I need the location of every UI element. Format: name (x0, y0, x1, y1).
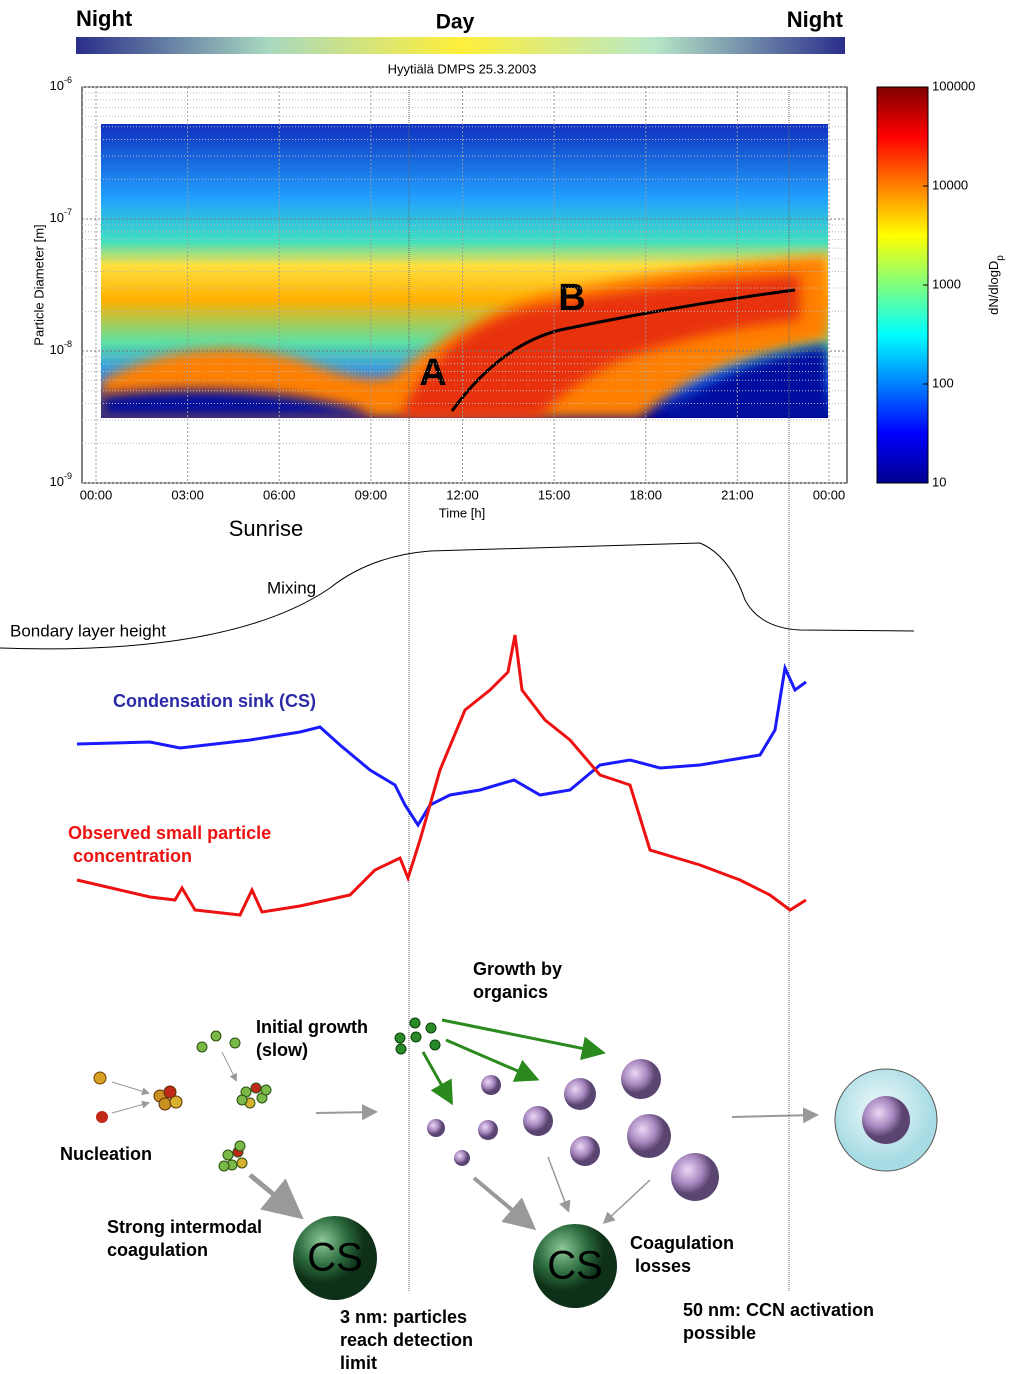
small-label: concentration (73, 846, 192, 866)
y-tick-base: 10 (50, 474, 64, 489)
annotation-b: B (558, 277, 585, 319)
mixing-label: Mixing (267, 578, 316, 597)
x-tick-label: 12:00 (446, 487, 479, 502)
y-tick-base: 10 (50, 342, 64, 357)
cs-label: Condensation sink (CS) (113, 691, 316, 711)
process-schematic: CS CS (93, 1017, 938, 1308)
x-axis-label: Time [h] (439, 505, 485, 520)
label: possible (683, 1323, 756, 1343)
process-labels: Growth by organics Initial growth (slow)… (60, 959, 874, 1373)
colorbar-label: dN/dlogDp (986, 255, 1005, 315)
night-label: Night (787, 7, 844, 32)
x-tick-label: 18:00 (629, 487, 662, 502)
y-tick-base: 10 (50, 210, 64, 225)
growth-curve (450, 288, 796, 412)
label: organics (473, 982, 548, 1002)
y-tick-exponent: -6 (64, 75, 72, 85)
colorbar-tick-label: 10 (932, 474, 946, 489)
label: (slow) (256, 1040, 308, 1060)
cs-curve (76, 662, 807, 828)
x-tick-label: 03:00 (171, 487, 204, 502)
label: Initial growth (256, 1017, 368, 1037)
small-particle-curve (76, 634, 807, 917)
colorbar-tick-label: 100000 (932, 78, 975, 93)
x-tick-label: 00:00 (813, 487, 846, 502)
heatmap (101, 124, 828, 418)
x-tick-label: 09:00 (355, 487, 388, 502)
y-axis-label: Particle Diameter [m] (31, 224, 46, 345)
label: coagulation (107, 1240, 208, 1260)
colorbar-label-sub: p (995, 255, 1006, 261)
y-tick-label: 10-9 (50, 471, 72, 489)
night-label: Night (76, 6, 133, 31)
spectrogram: Hyytiälä DMPS 25.3.2003 A B Time [h] Par… (31, 61, 1005, 520)
label: 50 nm: CCN activation (683, 1300, 874, 1320)
x-tick-label: 21:00 (721, 487, 754, 502)
label: reach detection (340, 1330, 473, 1350)
y-tick-exponent: -8 (64, 339, 72, 349)
x-tick-label: 15:00 (538, 487, 571, 502)
cs-sink: CS (547, 1244, 603, 1288)
label: Nucleation (60, 1144, 152, 1164)
y-tick-exponent: -9 (64, 471, 72, 481)
label: 3 nm: particles (340, 1307, 467, 1327)
colorbar-tick-label: 100 (932, 375, 954, 390)
day-label: Day (436, 11, 475, 34)
y-tick-base: 10 (50, 78, 64, 93)
small-label: Observed small particle (68, 823, 271, 843)
y-tick-label: 10-6 (50, 75, 72, 93)
label: Coagulation (630, 1233, 734, 1253)
label: Strong intermodal (107, 1217, 262, 1237)
label: losses (635, 1256, 691, 1276)
label: limit (340, 1353, 377, 1373)
boundary-layer-curve (0, 542, 915, 650)
x-tick-label: 00:00 (80, 487, 113, 502)
label: Growth by (473, 959, 562, 979)
sunrise-label: Sunrise (229, 516, 304, 541)
boundary-label: Bondary layer height (10, 621, 166, 640)
y-tick-label: 10-7 (50, 207, 72, 225)
chart-title: Hyytiälä DMPS 25.3.2003 (388, 61, 537, 76)
y-tick-exponent: -7 (64, 207, 72, 217)
cs-sink: CS (307, 1236, 363, 1280)
annotation-a: A (419, 352, 446, 394)
colorbar-tick-label: 10000 (932, 177, 968, 192)
x-tick-label: 06:00 (263, 487, 296, 502)
colorbar-tick-label: 1000 (932, 276, 961, 291)
day-bar (76, 37, 845, 54)
colorbar-label-main: dN/dlogD (986, 261, 1001, 315)
y-tick-label: 10-8 (50, 339, 72, 357)
colorbar (876, 86, 929, 484)
